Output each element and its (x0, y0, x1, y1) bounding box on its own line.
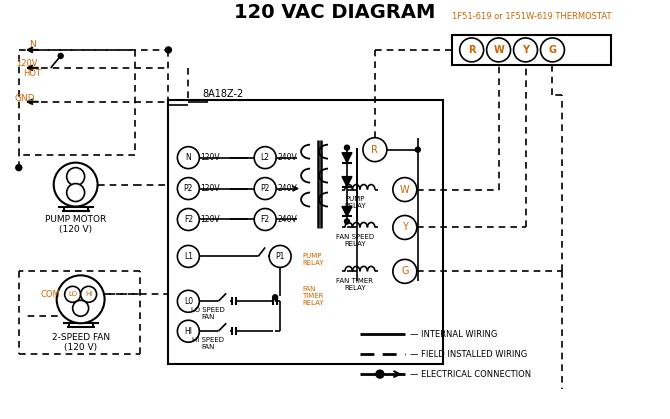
Circle shape (273, 295, 277, 300)
Circle shape (254, 147, 276, 168)
Circle shape (178, 147, 200, 168)
Text: — INTERNAL WIRING: — INTERNAL WIRING (410, 330, 497, 339)
Text: 120V: 120V (200, 153, 220, 162)
Circle shape (178, 178, 200, 199)
Circle shape (269, 246, 291, 267)
Text: — ELECTRICAL CONNECTION: — ELECTRICAL CONNECTION (410, 370, 531, 379)
Text: 120V: 120V (200, 215, 220, 224)
Text: W: W (400, 184, 409, 194)
Text: FAN SPEED
RELAY: FAN SPEED RELAY (336, 234, 374, 247)
Circle shape (363, 138, 387, 162)
Circle shape (178, 290, 200, 312)
Text: LO SPEED
FAN: LO SPEED FAN (192, 307, 225, 320)
Circle shape (344, 145, 350, 150)
Text: R: R (468, 45, 476, 55)
Text: L1: L1 (184, 252, 193, 261)
FancyBboxPatch shape (452, 35, 611, 65)
Text: HI SPEED
FAN: HI SPEED FAN (192, 337, 224, 350)
Text: 2-SPEED FAN: 2-SPEED FAN (52, 333, 110, 342)
Circle shape (178, 209, 200, 230)
Text: G: G (549, 45, 557, 55)
Circle shape (80, 286, 96, 302)
Text: FAN
TIMER
RELAY: FAN TIMER RELAY (302, 286, 324, 306)
Text: 120V: 120V (16, 59, 38, 68)
Text: PUMP
RELAY: PUMP RELAY (344, 196, 366, 209)
Circle shape (376, 370, 384, 378)
Circle shape (344, 219, 350, 224)
Text: (120 V): (120 V) (59, 225, 92, 234)
Circle shape (165, 47, 172, 53)
Text: 240V: 240V (277, 184, 297, 193)
Circle shape (486, 38, 511, 62)
Text: 8A18Z-2: 8A18Z-2 (202, 89, 244, 99)
Polygon shape (342, 176, 352, 186)
Circle shape (541, 38, 564, 62)
Text: LO: LO (68, 291, 77, 297)
Text: 1F51-619 or 1F51W-619 THERMOSTAT: 1F51-619 or 1F51W-619 THERMOSTAT (452, 13, 611, 21)
Text: HOT: HOT (23, 70, 41, 78)
Text: Y: Y (522, 45, 529, 55)
Circle shape (393, 259, 417, 283)
Polygon shape (342, 207, 352, 217)
Circle shape (58, 53, 63, 58)
Circle shape (16, 165, 21, 171)
Text: P2: P2 (184, 184, 193, 193)
Circle shape (66, 168, 84, 186)
Circle shape (72, 300, 88, 316)
Text: 240V: 240V (277, 215, 297, 224)
Text: G: G (401, 266, 409, 277)
Circle shape (254, 178, 276, 199)
Text: HI: HI (85, 291, 92, 297)
Circle shape (393, 215, 417, 239)
Text: PUMP
RELAY: PUMP RELAY (302, 253, 324, 266)
Circle shape (460, 38, 484, 62)
FancyBboxPatch shape (168, 100, 443, 364)
Text: 240V: 240V (277, 153, 297, 162)
Circle shape (178, 246, 200, 267)
Text: GND: GND (15, 94, 36, 103)
Circle shape (254, 209, 276, 230)
Text: N: N (29, 40, 36, 49)
Text: R: R (371, 145, 379, 155)
Text: HI: HI (184, 327, 192, 336)
Circle shape (393, 178, 417, 202)
Text: 120 VAC DIAGRAM: 120 VAC DIAGRAM (234, 3, 436, 21)
Text: N: N (186, 153, 191, 162)
Text: W: W (493, 45, 504, 55)
Circle shape (57, 275, 105, 323)
Text: P1: P1 (275, 252, 285, 261)
Text: F2: F2 (261, 215, 270, 224)
Polygon shape (342, 153, 352, 163)
Text: PUMP MOTOR: PUMP MOTOR (45, 215, 107, 224)
Text: 120V: 120V (200, 184, 220, 193)
Circle shape (415, 147, 420, 152)
Circle shape (514, 38, 537, 62)
Circle shape (178, 320, 200, 342)
Circle shape (65, 286, 80, 302)
Circle shape (54, 163, 98, 207)
Text: Y: Y (402, 222, 408, 233)
Text: F2: F2 (184, 215, 193, 224)
Text: — FIELD INSTALLED WIRING: — FIELD INSTALLED WIRING (410, 350, 527, 359)
Circle shape (66, 184, 84, 202)
Text: L2: L2 (261, 153, 269, 162)
Text: (120 V): (120 V) (64, 343, 97, 352)
Text: L0: L0 (184, 297, 193, 306)
Text: FAN TIMER
RELAY: FAN TIMER RELAY (336, 278, 373, 291)
Text: P2: P2 (261, 184, 270, 193)
Text: COM: COM (41, 290, 60, 299)
